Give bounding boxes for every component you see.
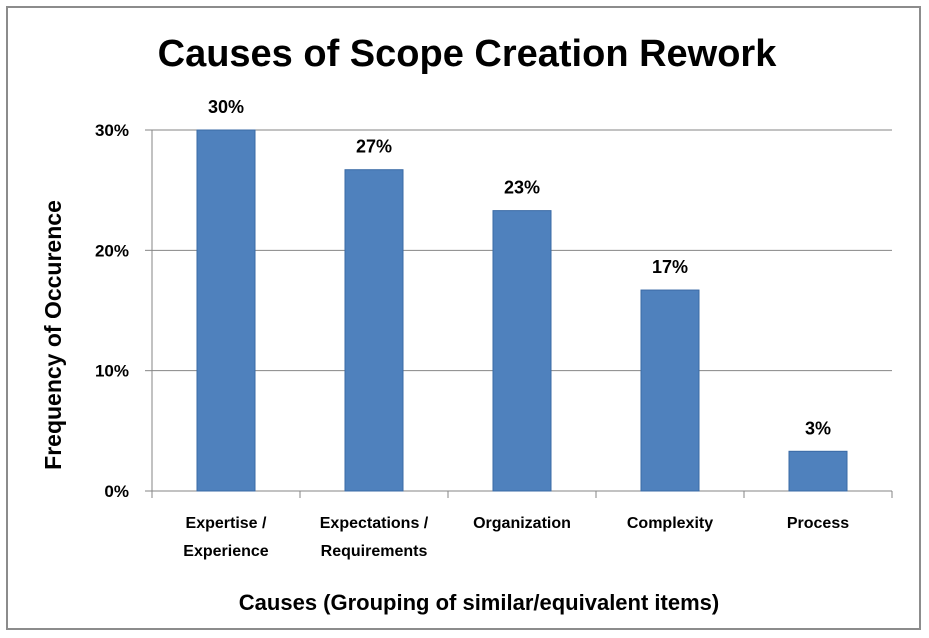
x-tick-label: Organization [473,515,571,532]
x-axis-label: Causes (Grouping of similar/equivalent i… [239,590,719,615]
x-tick-label: Process [787,515,849,532]
x-tick-label: Expectations / Requirements [320,515,429,560]
y-tick-label: 30% [95,121,129,140]
y-axis-label: Frequency of Occurence [40,200,66,470]
bar [492,210,552,492]
y-tick-label: 0% [104,482,129,501]
bar [788,450,848,492]
chart-frame [6,6,921,630]
data-label: 3% [805,418,831,438]
data-label: 27% [356,137,392,157]
y-tick-label: 10% [95,362,129,381]
plot-area: 0% 10% 20% 30% 30% Expertise / Experience 27% Ex… [95,97,893,560]
data-label: 23% [504,178,540,198]
y-tick-label: 20% [95,241,129,260]
x-tick-label: Expertise / Experience [183,515,268,560]
x-tick-label: Complexity [627,515,713,532]
bar [196,129,256,492]
bar [344,169,404,492]
data-label: 30% [208,97,244,117]
bar [640,289,700,492]
chart-title: Causes of Scope Creation Rework [158,33,778,75]
data-label: 17% [652,257,688,277]
